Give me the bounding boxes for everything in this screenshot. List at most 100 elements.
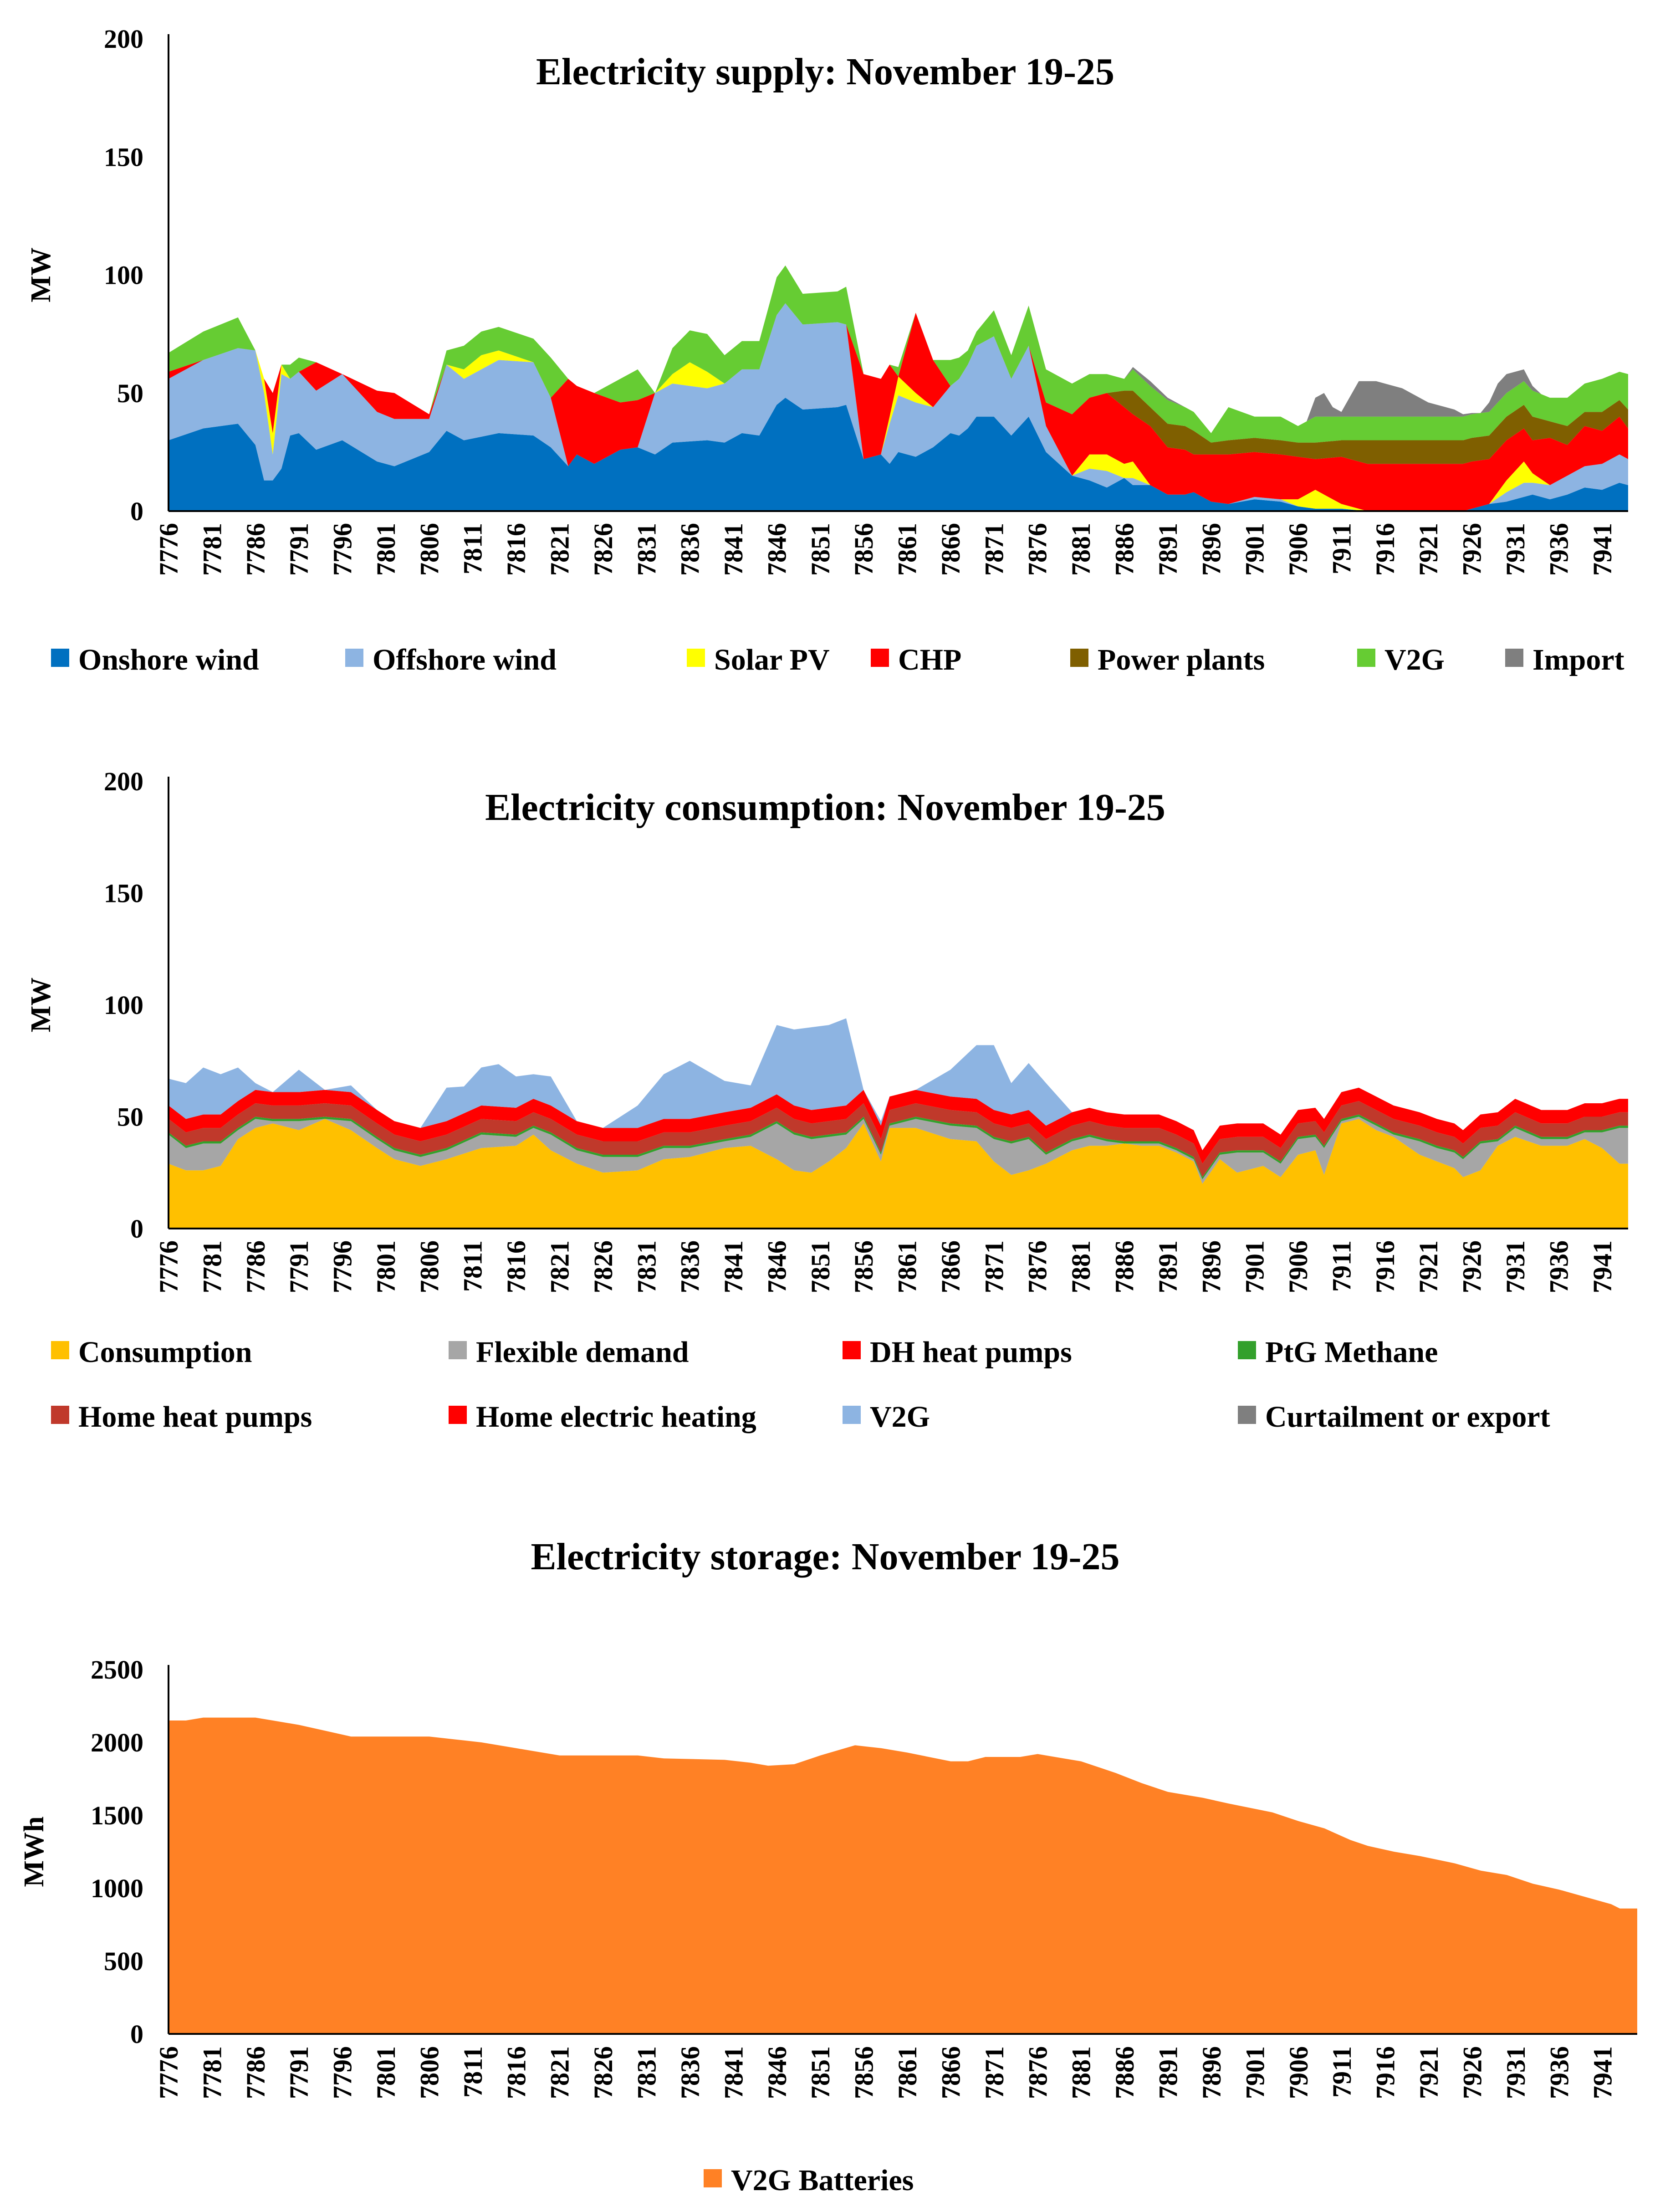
x-tick-label: 7826 — [588, 2046, 618, 2099]
x-tick-label: 7866 — [936, 523, 965, 576]
legend-label-curtailment-or-export: Curtailment or export — [1265, 1400, 1550, 1434]
x-tick-label: 7796 — [328, 523, 358, 576]
x-tick-label: 7881 — [1067, 2046, 1096, 2099]
x-tick-label: 7846 — [762, 523, 792, 576]
x-tick-label: 7841 — [719, 1240, 748, 1293]
y-tick-label: 100 — [104, 990, 143, 1020]
x-tick-label: 7861 — [893, 523, 922, 576]
x-tick-label: 7916 — [1370, 1240, 1400, 1293]
x-tick-label: 7886 — [1110, 523, 1139, 576]
y-tick-label: 0 — [130, 1214, 143, 1244]
y-tick-label: 100 — [104, 261, 143, 290]
x-tick-label: 7806 — [414, 2046, 444, 2099]
y-tick-label: 200 — [104, 767, 143, 796]
y-tick-label: 1500 — [91, 1801, 143, 1830]
legend-swatch-flexible-demand — [449, 1341, 467, 1359]
x-tick-label: 7796 — [328, 1240, 358, 1293]
y-tick-label: 2000 — [91, 1728, 143, 1757]
legend-swatch-home-heat-pumps — [51, 1406, 69, 1424]
x-tick-label: 7921 — [1414, 2046, 1444, 2099]
x-tick-label: 7836 — [675, 1240, 705, 1293]
x-tick-label: 7906 — [1283, 523, 1313, 576]
series-area-offshore-wind — [169, 303, 1628, 511]
legend-label-v2g: V2G — [1384, 643, 1445, 676]
x-tick-label: 7811 — [458, 1240, 488, 1292]
legend-swatch-v2g — [843, 1406, 861, 1424]
x-tick-label: 7896 — [1196, 1240, 1226, 1293]
legend-label-solar-pv: Solar PV — [714, 643, 830, 676]
storage-chart: Electricity storage: November 19-25 MWh 0 5… — [19, 1536, 1637, 2197]
x-tick-label: 7941 — [1588, 2046, 1618, 2099]
series-area-v2g-batteries — [169, 1717, 1637, 2034]
legend-label-power-plants: Power plants — [1098, 643, 1265, 676]
x-tick-label: 7926 — [1457, 1240, 1487, 1293]
x-tick-label: 7856 — [849, 523, 879, 576]
x-tick-label: 7846 — [762, 1240, 792, 1293]
x-tick-label: 7821 — [545, 1240, 574, 1293]
consumption-chart: Electricity consumption: November 19-25 M… — [26, 767, 1628, 1434]
legend-swatch-offshore-wind — [345, 649, 363, 667]
x-tick-label: 7846 — [762, 2046, 792, 2099]
x-tick-label: 7776 — [154, 1240, 184, 1293]
x-tick-label: 7801 — [371, 523, 401, 576]
y-tick-label: 200 — [104, 24, 143, 54]
x-tick-label: 7901 — [1240, 1240, 1270, 1293]
x-tick-label: 7881 — [1066, 1240, 1096, 1293]
series-area-consumption — [169, 1119, 1628, 1229]
x-tick-label: 7881 — [1066, 523, 1096, 576]
x-tick-label: 7941 — [1588, 1240, 1617, 1293]
y-tick-label: 50 — [117, 1102, 143, 1132]
x-tick-label: 7901 — [1240, 2046, 1270, 2099]
x-tick-label: 7856 — [849, 2046, 879, 2099]
x-tick-label: 7786 — [241, 1240, 271, 1293]
x-tick-label: 7896 — [1196, 523, 1226, 576]
x-tick-label: 7876 — [1023, 2046, 1052, 2099]
legend-swatch-import — [1505, 649, 1523, 667]
series-area-onshore-wind — [169, 398, 1628, 511]
x-tick-label: 7791 — [284, 523, 314, 576]
x-tick-label: 7791 — [284, 2046, 314, 2099]
x-tick-label: 7821 — [545, 2046, 575, 2099]
x-tick-label: 7851 — [806, 1240, 835, 1293]
x-tick-label: 7876 — [1023, 523, 1052, 576]
legend-label-home-heat-pumps: Home heat pumps — [78, 1400, 312, 1434]
series-area-home-electric-heating — [169, 1087, 1628, 1164]
x-tick-label: 7811 — [458, 2046, 488, 2098]
supply-chart: Electricity supply: November 19-25 MW 0 50 1… — [26, 24, 1628, 676]
x-tick-label: 7926 — [1457, 523, 1487, 576]
y-tick-label: 50 — [117, 379, 143, 408]
legend-swatch-curtailment-or-export — [1238, 1406, 1256, 1424]
x-tick-label: 7861 — [893, 2046, 922, 2099]
x-tick-label: 7886 — [1110, 1240, 1139, 1293]
legend-swatch-home-electric-heating — [449, 1406, 467, 1424]
chart-title: Electricity supply: November 19-25 — [536, 51, 1114, 93]
y-tick-label: 150 — [104, 879, 143, 908]
x-tick-label: 7901 — [1240, 523, 1270, 576]
x-tick-label: 7831 — [632, 1240, 661, 1293]
x-tick-label: 7801 — [371, 1240, 401, 1293]
x-tick-label: 7856 — [849, 1240, 879, 1293]
x-tick-label: 7911 — [1327, 523, 1356, 574]
x-tick-label: 7836 — [675, 523, 705, 576]
y-tick-label: 0 — [130, 2019, 143, 2049]
x-tick-label: 7811 — [458, 523, 488, 574]
x-tick-label: 7781 — [197, 2046, 227, 2099]
x-tick-label: 7851 — [806, 2046, 835, 2099]
x-tick-label: 7776 — [154, 2046, 184, 2099]
legend-swatch-v2g-batteries — [704, 2169, 722, 2187]
legend-swatch-ptg-methane — [1238, 1341, 1256, 1359]
x-tick-label: 7831 — [632, 523, 661, 576]
legend-swatch-consumption — [51, 1341, 69, 1359]
x-tick-label: 7926 — [1457, 2046, 1487, 2099]
x-tick-label: 7796 — [328, 2046, 358, 2099]
x-tick-label: 7876 — [1023, 1240, 1052, 1293]
chart-title: Electricity storage: November 19-25 — [531, 1536, 1120, 1578]
x-tick-label: 7906 — [1284, 2046, 1313, 2099]
series-area-home-heat-pumps — [169, 1101, 1628, 1178]
x-tick-label: 7896 — [1197, 2046, 1226, 2099]
legend-label-chp: CHP — [898, 643, 961, 676]
x-tick-label: 7866 — [936, 2046, 965, 2099]
x-tick-label: 7941 — [1588, 523, 1617, 576]
x-tick-label: 7806 — [414, 1240, 444, 1293]
